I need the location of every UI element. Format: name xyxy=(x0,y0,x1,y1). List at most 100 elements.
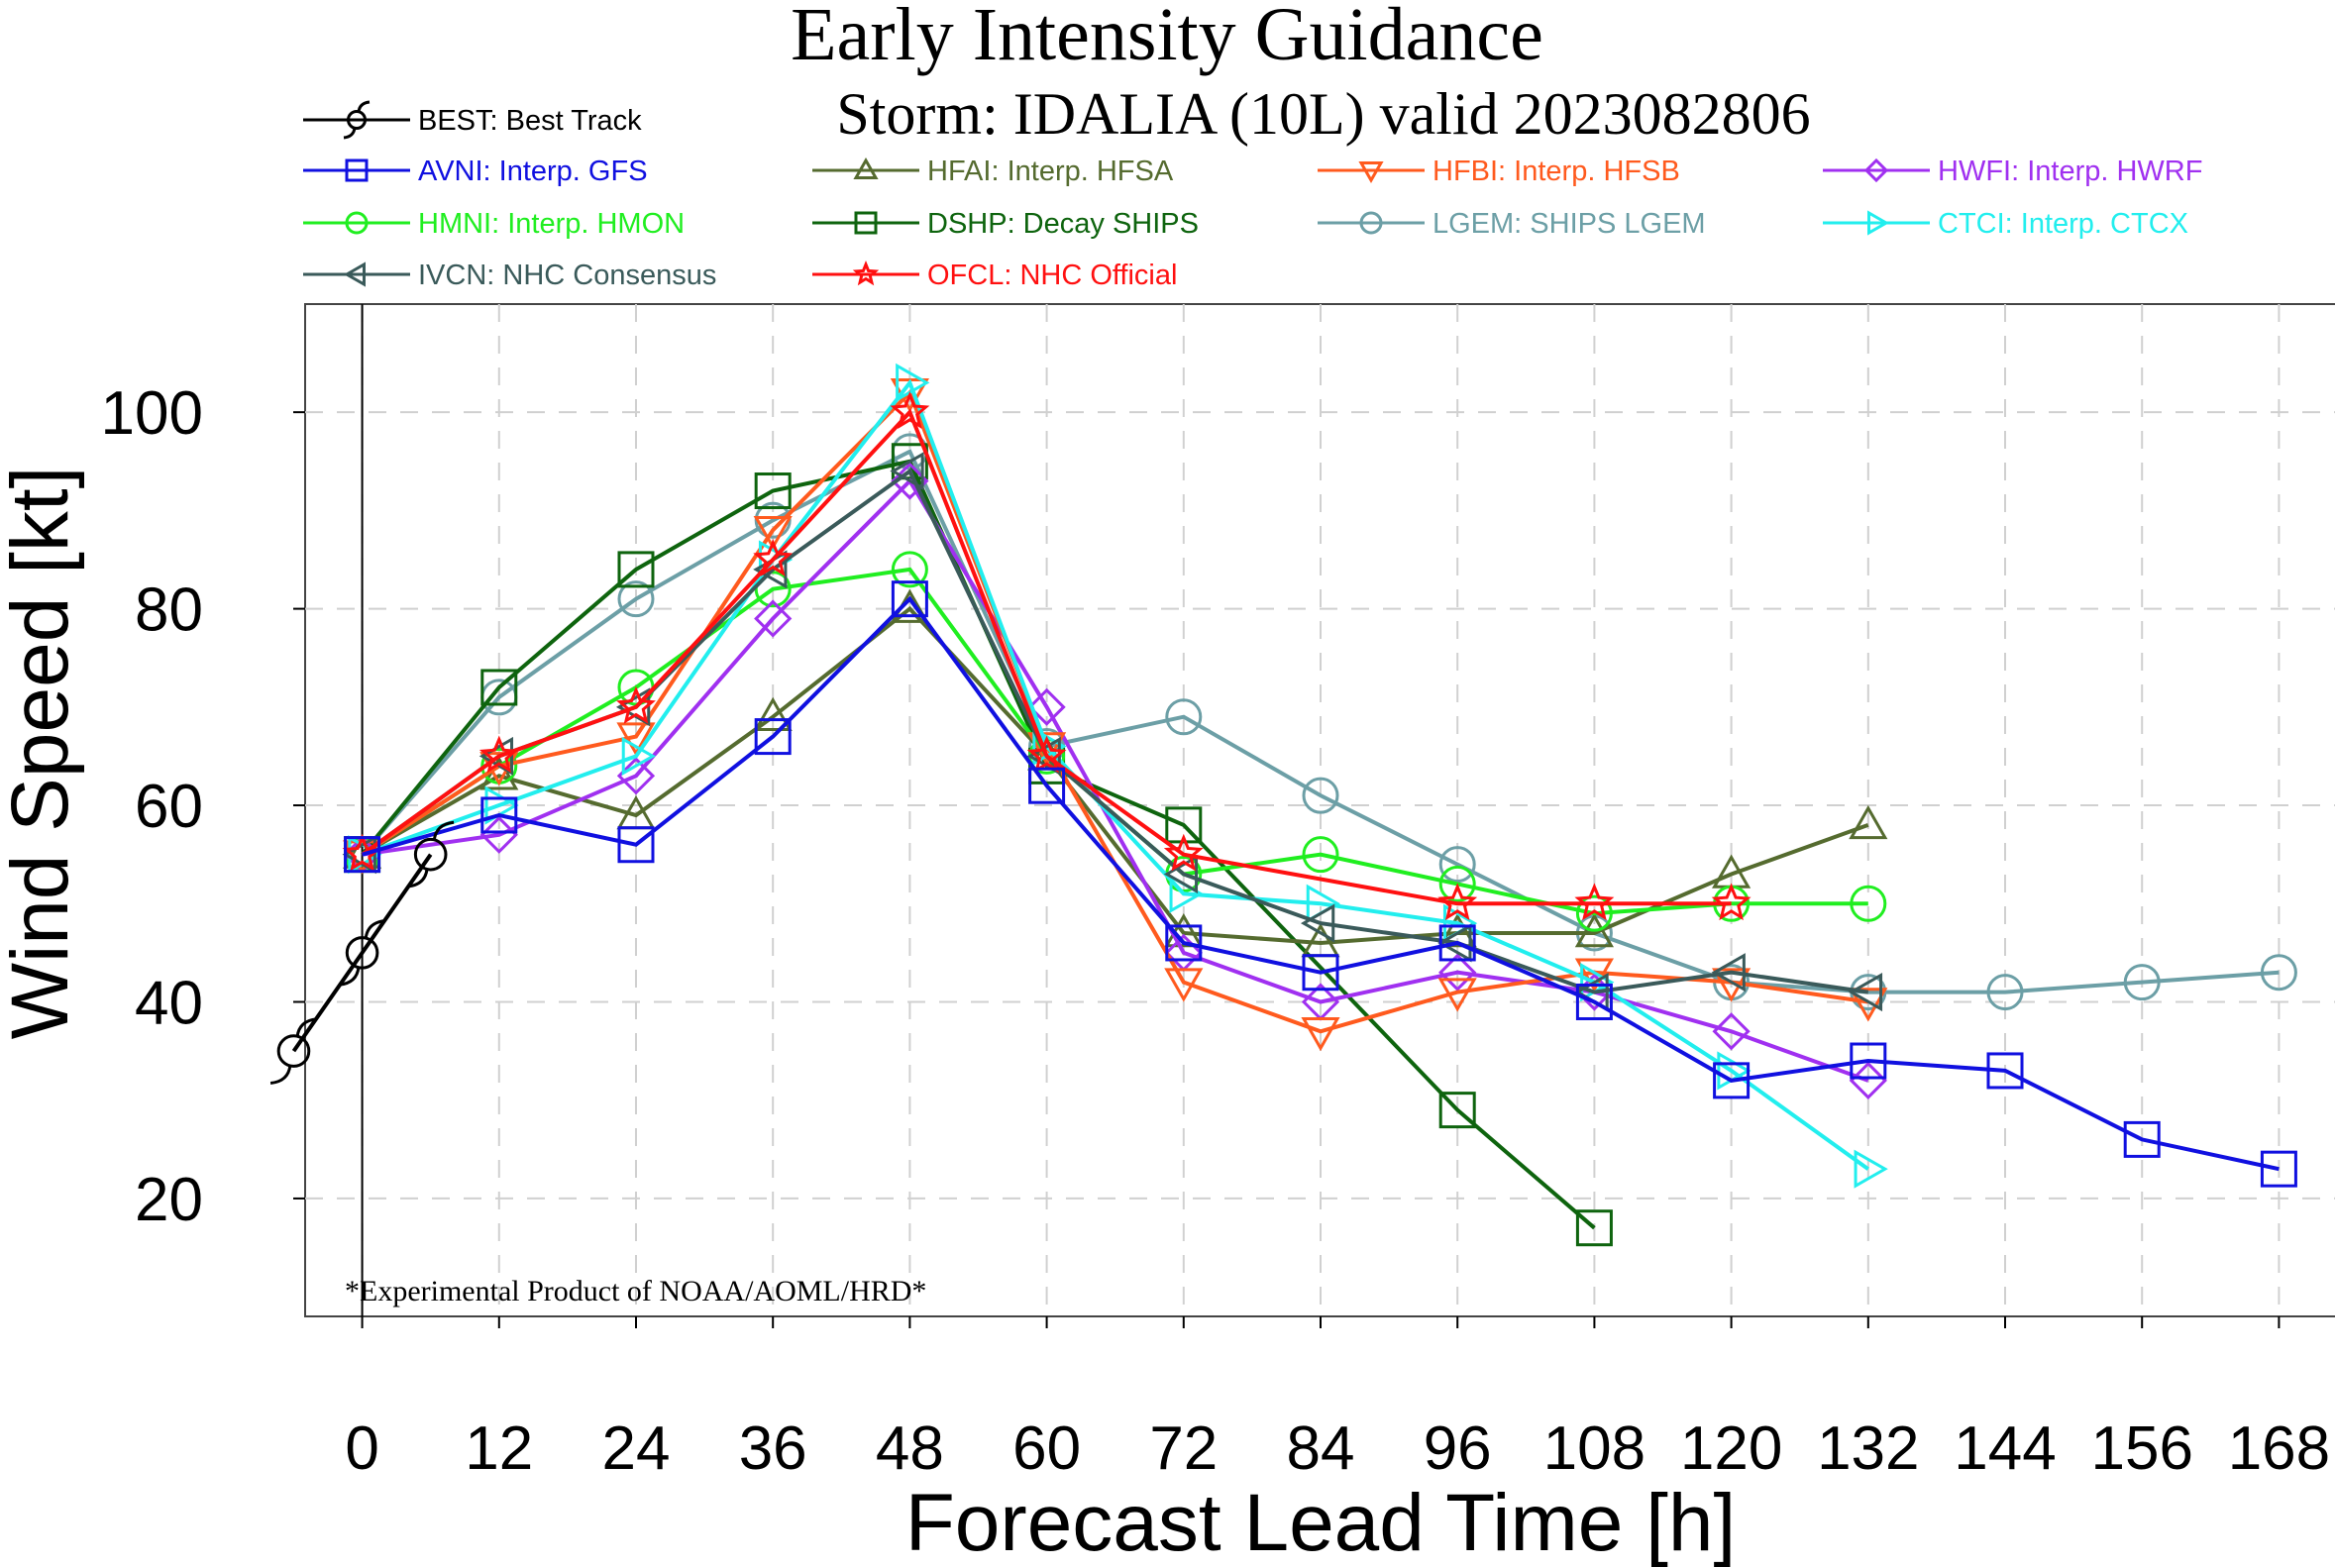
series-best xyxy=(269,820,455,1085)
series-line-hwfi xyxy=(362,477,1869,1083)
data-point-dshp xyxy=(617,551,655,588)
data-point-ivcn xyxy=(1437,923,1472,963)
data-point-best xyxy=(407,820,455,889)
data-point-hfbi xyxy=(1164,968,1204,1002)
data-point-hfai xyxy=(1574,913,1614,948)
legend-item-best: BEST: Best Track xyxy=(303,100,642,140)
y-tick-label: 100 xyxy=(101,379,203,448)
x-tick-label: 24 xyxy=(602,1414,671,1483)
y-axis-ticks: 20 40 60 80 100 xyxy=(101,379,305,1234)
data-point-lgem xyxy=(1165,698,1203,736)
data-point-dshp xyxy=(1165,806,1203,844)
legend-item-ofcl: OFCL: NHC Official xyxy=(812,260,1177,291)
gridlines xyxy=(305,304,2335,1316)
data-point-ctci xyxy=(896,363,930,402)
legend-label: IVCN: NHC Consensus xyxy=(418,260,716,291)
data-point-ivcn xyxy=(1300,903,1335,943)
data-point-hwfi xyxy=(1027,687,1066,726)
x-tick-label: 84 xyxy=(1287,1414,1355,1483)
y-tick-label: 20 xyxy=(135,1166,203,1234)
data-point-ivcn xyxy=(1711,953,1746,993)
data-point-avni xyxy=(1165,924,1203,962)
data-point-best xyxy=(338,918,386,987)
series-line-dshp xyxy=(361,459,1596,1230)
legend-item-hfbi: HFBI: Interp. HFSB xyxy=(1318,156,1680,187)
legend-label: LGEM: SHIPS LGEM xyxy=(1433,208,1706,240)
legend-item-ctci: CTCI: Interp. CTCX xyxy=(1823,208,2188,240)
data-point-lgem xyxy=(2260,954,2297,992)
data-point-avni xyxy=(2260,1150,2297,1188)
legend-swatch-marker xyxy=(852,261,880,286)
data-point-hwfi xyxy=(1712,1012,1751,1051)
data-point-avni xyxy=(891,580,928,618)
chart-title: Early Intensity Guidance xyxy=(791,0,1543,76)
legend-label: HFBI: Interp. HFSB xyxy=(1433,156,1680,187)
data-point-ofcl xyxy=(1026,735,1067,774)
data-point-hfbi xyxy=(616,722,656,757)
data-point-hfbi xyxy=(753,515,793,551)
data-point-ofcl xyxy=(616,685,656,724)
legend-item-lgem: LGEM: SHIPS LGEM xyxy=(1318,208,1706,240)
data-point-ofcl xyxy=(1437,883,1478,921)
series-avni xyxy=(344,580,2297,1188)
legend-label: CTCI: Interp. CTCX xyxy=(1938,208,2188,240)
data-point-ofcl xyxy=(478,735,519,774)
legend-swatch-marker xyxy=(1358,161,1384,184)
data-point-ctci xyxy=(1854,1149,1888,1189)
data-point-avni xyxy=(1028,767,1066,804)
data-point-hmni xyxy=(1438,865,1476,902)
legend-swatch-marker xyxy=(345,158,369,182)
data-point-avni xyxy=(2123,1120,2161,1158)
legend-item-avni: AVNI: Interp. GFS xyxy=(303,156,648,187)
legend-label: HWFI: Interp. HWRF xyxy=(1938,156,2202,187)
data-point-ivcn xyxy=(1848,972,1883,1012)
data-point-hfbi xyxy=(1301,1017,1340,1052)
data-point-avni xyxy=(754,718,792,756)
x-tick-label: 36 xyxy=(739,1414,807,1483)
data-point-avni xyxy=(1302,954,1339,992)
x-tick-label: 12 xyxy=(465,1414,533,1483)
legend-item-ivcn: IVCN: NHC Consensus xyxy=(303,260,716,291)
data-point-ofcl xyxy=(1163,833,1204,872)
series-layer xyxy=(269,363,2297,1247)
data-point-ctci xyxy=(1032,726,1067,767)
x-tick-label: 168 xyxy=(2228,1414,2330,1483)
legend-label: OFCL: NHC Official xyxy=(927,260,1177,291)
legend-swatch-marker xyxy=(1867,210,1890,236)
data-point-avni xyxy=(1713,1062,1751,1099)
data-point-ofcl xyxy=(1711,883,1751,921)
data-point-hmni xyxy=(1302,836,1339,874)
chart-subtitle: Storm: IDALIA (10L) valid 2023082806 xyxy=(836,81,1810,147)
x-tick-label: 48 xyxy=(876,1414,944,1483)
y-tick-label: 60 xyxy=(135,773,203,841)
legend-label: AVNI: Interp. GFS xyxy=(418,156,648,187)
data-point-hfai xyxy=(1849,804,1888,840)
x-tick-label: 96 xyxy=(1424,1414,1492,1483)
legend-item-hmni: HMNI: Interp. HMON xyxy=(303,208,685,240)
data-point-dshp xyxy=(480,669,518,706)
data-point-avni xyxy=(480,796,518,834)
legend-item-dshp: DSHP: Decay SHIPS xyxy=(812,208,1199,240)
data-point-dshp xyxy=(1575,1209,1613,1247)
data-point-best xyxy=(269,1017,318,1085)
legend-item-hfai: HFAI: Interp. HFSA xyxy=(812,156,1174,187)
legend-label: HFAI: Interp. HFSA xyxy=(927,156,1174,187)
series-line-hfai xyxy=(361,605,1869,946)
legend-label: HMNI: Interp. HMON xyxy=(418,208,685,240)
series-hfbi xyxy=(342,378,1888,1052)
legend-swatch-marker xyxy=(343,100,371,140)
data-point-hmni xyxy=(1850,885,1887,922)
data-point-dshp xyxy=(891,443,928,480)
x-tick-label: 0 xyxy=(345,1414,378,1483)
y-axis-label: Wind Speed [kt] xyxy=(0,467,85,1040)
legend-item-hwfi: HWFI: Interp. HWRF xyxy=(1823,156,2202,187)
y-tick-label: 40 xyxy=(135,969,203,1037)
x-tick-label: 120 xyxy=(1680,1414,1782,1483)
series-line-lgem xyxy=(361,449,2280,994)
data-point-ofcl xyxy=(753,539,794,576)
data-point-hwfi xyxy=(479,815,518,854)
data-point-hmni xyxy=(891,551,928,588)
series-line-ctci xyxy=(361,378,1869,1171)
series-hfai xyxy=(342,588,1888,958)
